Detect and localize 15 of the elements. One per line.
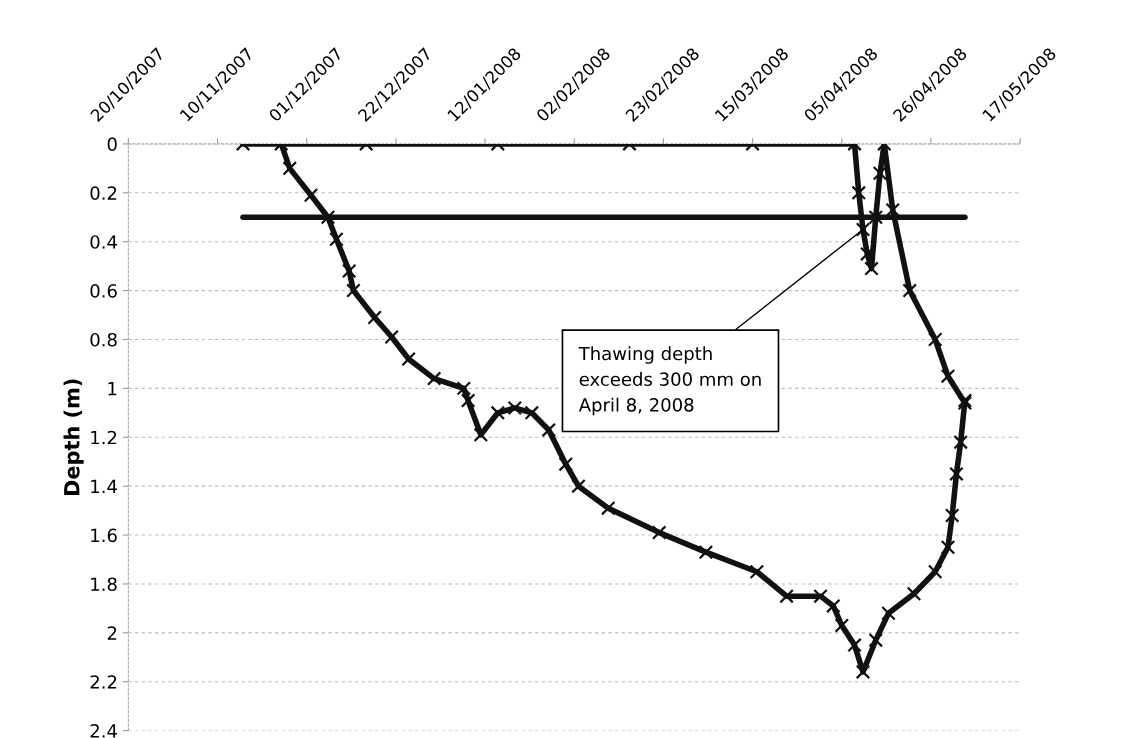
y-tick-label: 1.6 xyxy=(91,528,117,543)
y-tick-label: 1.2 xyxy=(91,430,117,445)
y-tick-label: 2.2 xyxy=(90,675,117,689)
y-tick-label: 1.8 xyxy=(91,577,117,592)
y-tick-label: 0 xyxy=(107,137,117,152)
y-tick-label: 1 xyxy=(108,382,117,396)
y-tick-label: 1.4 xyxy=(91,479,117,494)
annotation: Thawing depth exceeds 300 mm on April 8, 2008 xyxy=(578,346,761,416)
y-tick-label: 2.4 xyxy=(90,724,117,738)
y-tick-label: 2 xyxy=(107,626,117,640)
y-axis-title: Depth (m) xyxy=(63,379,84,495)
y-tick-label: 0.6 xyxy=(90,284,117,298)
y-tick-label: 0.8 xyxy=(90,332,117,347)
y-tick-label: 0.2 xyxy=(90,186,117,200)
y-tick-label: 0.4 xyxy=(90,235,117,249)
